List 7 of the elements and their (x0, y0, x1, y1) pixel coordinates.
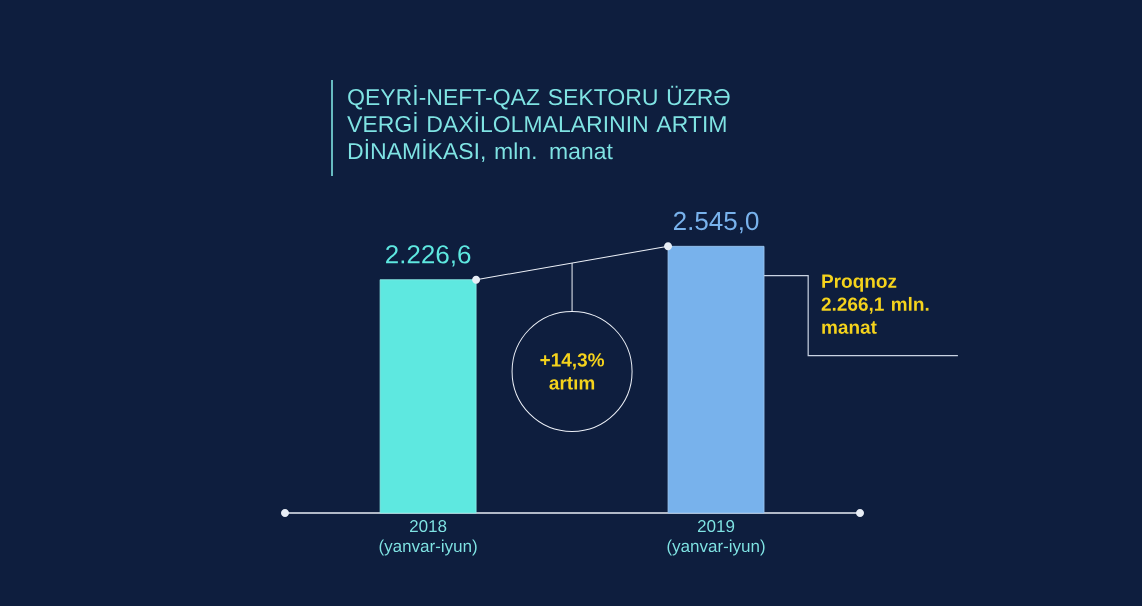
chart-title: QEYRİ-NEFT-QAZ SEKTORU ÜZRƏ VERGİ DAXİLOLMALARININ ARTIM DİNAMİKASI, mln. manat (347, 85, 730, 162)
data-label: 2.545,0 (673, 211, 759, 234)
data-label: 2.226,6 (386, 245, 471, 267)
x-tick-label: 2018 (yanvar-iyun) (379, 520, 477, 556)
x-tick-label: 2019 (yanvar-iyun) (667, 520, 765, 556)
annotation: +14,3% artım (540, 353, 605, 390)
ref-line-label: Proqnoz 2.266,1 mln. manat (821, 274, 929, 334)
